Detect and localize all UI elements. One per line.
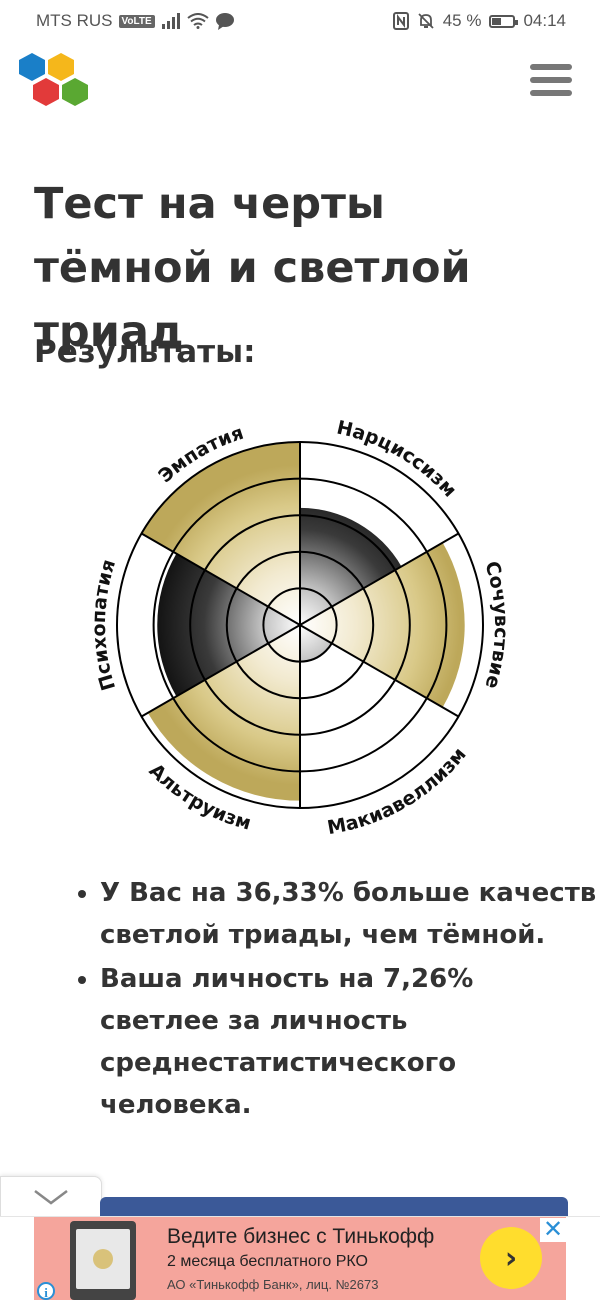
- sector-2: [300, 542, 465, 708]
- result-vs-average: Ваша личность на 7,26% светлее за личнос…: [100, 958, 600, 1126]
- info-icon[interactable]: i: [37, 1282, 55, 1300]
- triad-polar-chart: НарциссизмСочувствиеМакиавеллизмАльтруиз…: [88, 417, 512, 840]
- mute-bell-icon: [418, 13, 434, 29]
- sector-label-3: Макиавеллизм: [326, 743, 471, 839]
- ad-banner[interactable]: Ведите бизнес с Тинькофф 2 месяца беспла…: [0, 1216, 600, 1300]
- wifi-icon: [187, 13, 209, 29]
- status-bar: MTS RUS VoLTE 45 % 04:14: [0, 0, 600, 42]
- ad-title[interactable]: Ведите бизнес с Тинькофф: [167, 1225, 435, 1248]
- ad-subtitle[interactable]: 2 месяца бесплатного РКО: [167, 1253, 368, 1270]
- chevron-right-icon[interactable]: ›: [480, 1227, 542, 1289]
- talk-icon: [215, 13, 234, 30]
- result-light-vs-dark: У Вас на 36,33% больше качеств светлой т…: [100, 872, 600, 956]
- sector-label-2: Сочувствие: [480, 559, 512, 692]
- clock: 04:14: [523, 11, 566, 30]
- results-list: У Вас на 36,33% больше качеств светлой т…: [70, 872, 600, 1128]
- sector-label-5: Психопатия: [88, 557, 120, 693]
- grid-spoke-6: [141, 532, 301, 626]
- page-title: Тест на черты тёмной и светлой триад: [34, 179, 471, 357]
- logo-hex-red: [33, 78, 59, 106]
- hexagon-logo-icon[interactable]: [16, 52, 92, 112]
- sector-1: [300, 507, 402, 625]
- grid-spoke-3: [299, 624, 459, 718]
- carrier-name: MTS RUS: [36, 11, 113, 30]
- battery-icon: [489, 14, 519, 28]
- sector-5: [157, 553, 300, 697]
- signal-icon: [161, 13, 180, 29]
- ad-legal-text: АО «Тинькофф Банк», лиц. №2673: [167, 1277, 379, 1292]
- battery-percent: 45 %: [442, 11, 482, 30]
- close-icon[interactable]: ✕: [540, 1218, 566, 1242]
- results-heading: Результаты:: [34, 334, 256, 370]
- sector-4: [147, 625, 300, 801]
- grid-spoke-5: [141, 624, 301, 718]
- chevron-down-icon[interactable]: [31, 1185, 71, 1209]
- logo-hex-yellow: [48, 53, 74, 81]
- sector-6: [141, 442, 300, 625]
- card-terminal-image: [70, 1221, 136, 1300]
- logo-hex-green: [62, 78, 88, 106]
- share-bar-partial: [100, 1197, 568, 1219]
- logo-hex-blue: [19, 53, 45, 81]
- ad-content[interactable]: Ведите бизнес с Тинькофф 2 месяца беспла…: [34, 1217, 566, 1300]
- nfc-icon: [392, 12, 409, 30]
- collapse-ad-tab[interactable]: [0, 1176, 102, 1221]
- grid-spoke-2: [299, 532, 459, 626]
- volte-badge: VoLTE: [118, 14, 155, 28]
- hamburger-menu-icon[interactable]: [530, 64, 572, 100]
